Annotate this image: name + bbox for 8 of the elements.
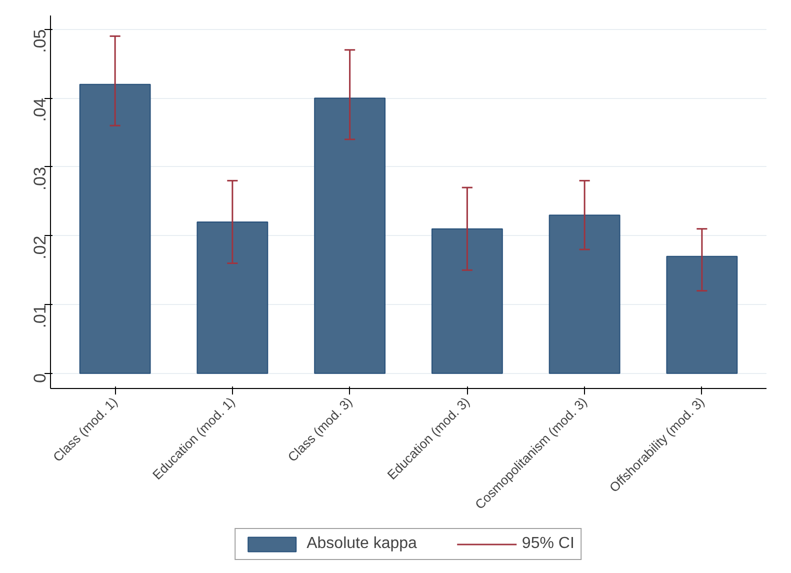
y-tick-label: .03	[30, 166, 50, 191]
legend-label: Absolute kappa	[306, 535, 417, 553]
y-tick-label: .04	[30, 98, 50, 122]
y-tick-label: 0	[30, 373, 50, 383]
y-tick-label: .01	[30, 304, 50, 328]
y-tick-label: .02	[30, 236, 50, 260]
y-tick-label: .05	[30, 29, 50, 53]
text: 95% CI	[522, 535, 574, 553]
